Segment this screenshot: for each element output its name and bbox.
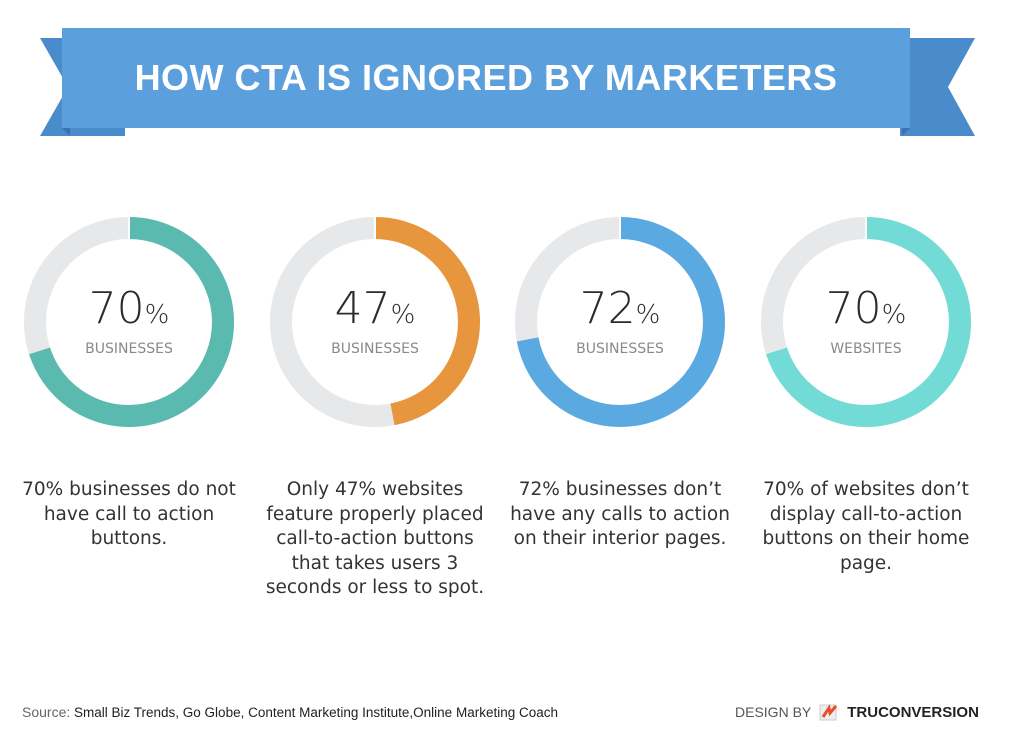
donut-value-label: 70% [825,283,907,334]
donut-category-label: BUSINESSES [85,341,173,357]
donut-value-label: 47% [334,283,416,334]
source-label: Source: [22,704,71,720]
design-by-label: DESIGN BY [735,704,812,720]
infographic-title: HOW CTA IS IGNORED BY MARKETERS [134,57,838,98]
source-list: Small Biz Trends, Go Globe, Content Mark… [74,705,558,720]
donut-category-label: BUSINESSES [331,341,419,357]
stat-description: Only 47% websites feature properly place… [265,479,485,598]
banner-body [62,28,910,128]
donut-chart: 72% BUSINESSES [512,214,728,430]
donut-category-label: WEBSITES [830,341,902,357]
truconversion-logo-icon [819,704,838,721]
title-banner [40,28,975,136]
donut-chart: 47% BUSINESSES [267,214,483,430]
brand-name: TRUCONVERSION [847,703,979,721]
donut-value-label: 72% [579,283,661,334]
stat-description: 72% businesses don’t have any calls to a… [510,479,730,549]
design-credit: DESIGN BY TRUCONVERSION [735,703,979,721]
donut-chart: 70% WEBSITES [758,214,974,430]
source-line: Source: Small Biz Trends, Go Globe, Cont… [22,704,558,720]
donut-value-label: 70% [88,283,170,334]
banner-tail-right [900,38,975,136]
donut-category-label: BUSINESSES [576,341,664,357]
stat-description: 70% businesses do not have call to actio… [22,479,236,549]
donut-chart: 70% BUSINESSES [21,214,237,430]
stat-description: 70% of websites don’t display call-to-ac… [762,479,970,574]
